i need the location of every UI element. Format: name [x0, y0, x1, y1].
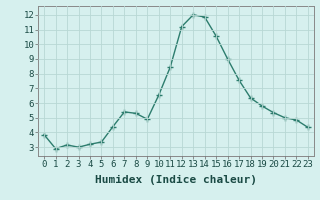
X-axis label: Humidex (Indice chaleur): Humidex (Indice chaleur) [95, 175, 257, 185]
